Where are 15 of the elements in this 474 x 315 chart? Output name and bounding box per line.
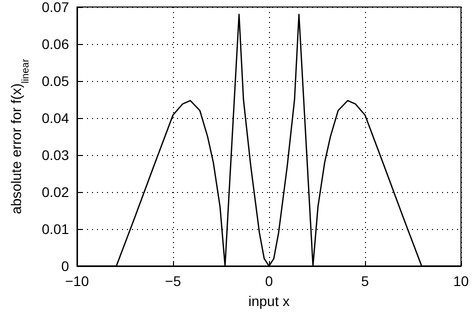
x-tick-label: 0 (265, 273, 274, 289)
y-tick-label: 0.07 (42, 0, 70, 15)
y-tick-label: 0.06 (42, 36, 70, 52)
x-tick-label: 10 (453, 273, 469, 289)
y-tick-label: 0 (61, 258, 70, 274)
y-tick-label: 0.04 (42, 110, 70, 126)
y-tick-label: 0.02 (42, 184, 70, 200)
y-tick-label: 0.03 (42, 147, 70, 163)
y-tick-label: 0.01 (42, 221, 70, 237)
y-axis-title: absolute error for f(x)linear (8, 58, 32, 214)
x-axis-title: input x (248, 293, 290, 309)
y-tick-label: 0.05 (42, 73, 70, 89)
x-tick-label: −10 (65, 273, 90, 289)
x-tick-label: −5 (165, 273, 182, 289)
x-tick-label: 5 (361, 273, 370, 289)
